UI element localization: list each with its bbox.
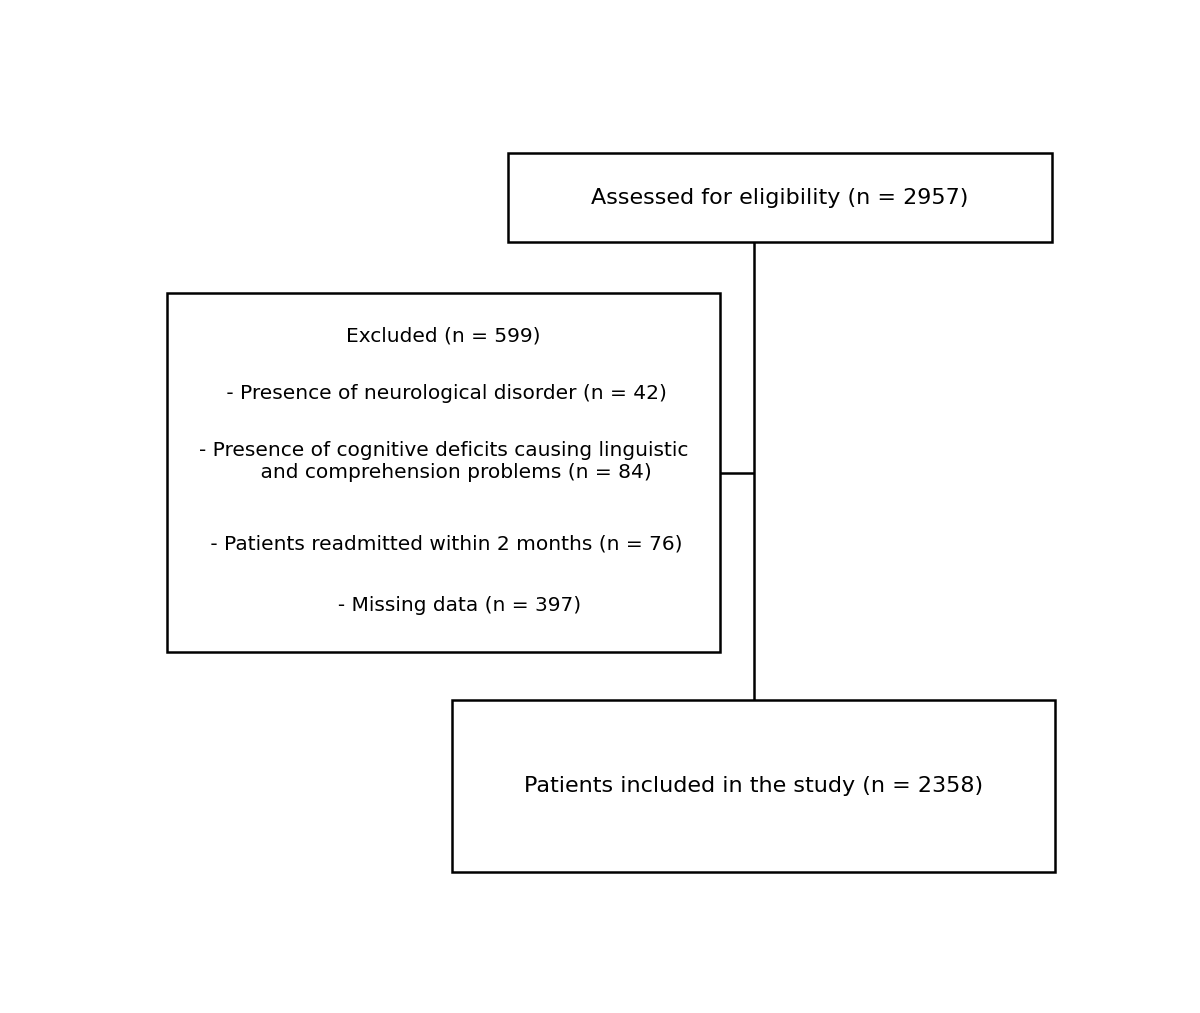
Text: - Patients readmitted within 2 months (n = 76): - Patients readmitted within 2 months (n… bbox=[204, 535, 683, 554]
Text: Excluded (n = 599): Excluded (n = 599) bbox=[346, 327, 541, 345]
Text: - Missing data (n = 397): - Missing data (n = 397) bbox=[306, 596, 581, 615]
Text: Assessed for eligibility (n = 2957): Assessed for eligibility (n = 2957) bbox=[592, 187, 968, 208]
Text: Patients included in the study (n = 2358): Patients included in the study (n = 2358… bbox=[524, 776, 983, 796]
FancyBboxPatch shape bbox=[167, 293, 720, 652]
FancyBboxPatch shape bbox=[452, 700, 1055, 872]
FancyBboxPatch shape bbox=[508, 153, 1052, 242]
Text: - Presence of neurological disorder (n = 42): - Presence of neurological disorder (n =… bbox=[220, 384, 667, 403]
Text: - Presence of cognitive deficits causing linguistic
    and comprehension proble: - Presence of cognitive deficits causing… bbox=[199, 442, 688, 482]
